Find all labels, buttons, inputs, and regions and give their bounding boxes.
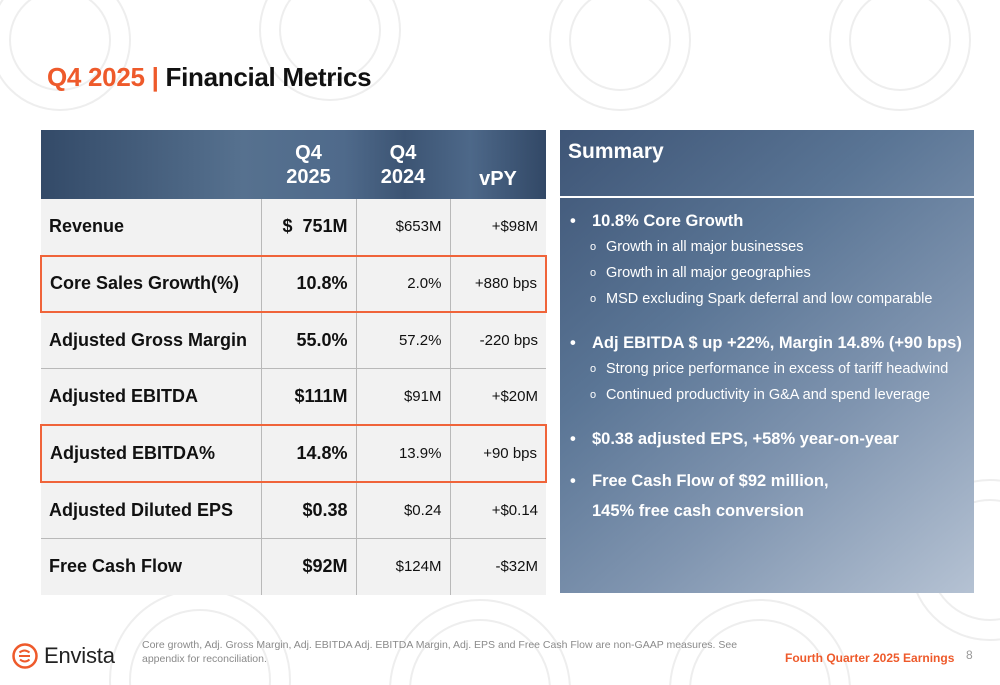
cell-vpy: +$98M: [450, 199, 546, 256]
cell-q4-2024: 57.2%: [356, 312, 451, 369]
summary-bullet: • Free Cash Flow of $92 million, 145% fr…: [568, 466, 968, 526]
cell-q4-2025: $111M: [261, 368, 357, 426]
table-row-adjusted-gross-margin: Adjusted Gross Margin 55.0% 57.2% -220 b…: [41, 312, 546, 369]
summary-divider: [560, 196, 974, 198]
bullet-icon: •: [570, 430, 576, 448]
cell-q4-2024: $0.24: [356, 481, 451, 539]
row-label: Free Cash Flow: [41, 538, 262, 595]
summary-bullet: • 10.8% Core Growth: [568, 208, 968, 234]
summary-sub-bullet: o Growth in all major businesses: [568, 234, 968, 260]
header-q4-2025-line1: Q4: [295, 141, 322, 164]
row-label: Adjusted Gross Margin: [41, 312, 262, 369]
sub-bullet-icon: o: [590, 389, 597, 401]
cell-q4-2025: 14.8%: [261, 424, 357, 483]
title-main: Financial Metrics: [165, 62, 372, 92]
table-row-adjusted-ebitda-pct: Adjusted EBITDA% 14.8% 13.9% +90 bps: [40, 424, 547, 483]
header-q4-2024-line2: 2024: [380, 165, 426, 188]
cell-q4-2024: 2.0%: [356, 254, 451, 313]
table-row-adjusted-diluted-eps: Adjusted Diluted EPS $0.38 $0.24 +$0.14: [41, 481, 546, 539]
bullet-icon: •: [570, 472, 576, 490]
cell-q4-2025: 10.8%: [261, 254, 357, 313]
cell-q4-2025: $0.38: [261, 481, 357, 539]
header-vpy: vPY: [479, 168, 517, 190]
sub-bullet-icon: o: [590, 363, 597, 375]
cell-vpy: +$0.14: [450, 481, 546, 539]
cell-vpy: +880 bps: [450, 254, 547, 313]
header-q4-2025: Q4 2025: [261, 130, 356, 199]
table-row-revenue: Revenue $ 751M $653M +$98M: [41, 199, 546, 256]
summary-bullet: • Adj EBITDA $ up +22%, Margin 14.8% (+9…: [568, 330, 968, 356]
cell-q4-2024: $653M: [356, 199, 451, 256]
summary-body: • 10.8% Core Growth o Growth in all majo…: [568, 208, 968, 526]
bullet-text: 10.8% Core Growth: [592, 212, 744, 230]
row-label: Adjusted EBITDA%: [40, 424, 262, 483]
sub-bullet-text: Continued productivity in G&A and spend …: [606, 387, 931, 403]
cell-q4-2024: $91M: [356, 368, 451, 426]
row-label: Adjusted EBITDA: [41, 368, 262, 426]
bullet-text-line1: Free Cash Flow of $92 million,: [592, 472, 829, 490]
footnote: Core growth, Adj. Gross Margin, Adj. EBI…: [142, 639, 738, 665]
envista-logo-icon: [12, 643, 38, 669]
sub-bullet-icon: o: [590, 241, 597, 253]
cell-q4-2025: $ 751M: [261, 199, 357, 256]
cell-vpy: -220 bps: [450, 312, 546, 369]
sub-bullet-text: Growth in all major businesses: [606, 239, 804, 255]
cell-q4-2024: $124M: [356, 538, 451, 595]
summary-sub-bullet: o Strong price performance in excess of …: [568, 356, 968, 382]
cell-q4-2024: 13.9%: [356, 424, 451, 483]
table-row-adjusted-ebitda: Adjusted EBITDA $111M $91M +$20M: [41, 368, 546, 426]
header-q4-2025-line2: 2025: [286, 165, 331, 188]
header-blank: [41, 130, 261, 199]
cell-vpy: -$32M: [495, 558, 538, 575]
cell-q4-2025: $92M: [261, 538, 357, 595]
cell-q4-2025: 55.0%: [261, 312, 357, 369]
header-q4-2024-line1: Q4: [389, 141, 417, 164]
envista-logo: Envista: [12, 643, 115, 669]
sub-bullet-icon: o: [590, 267, 597, 279]
page-title: Q4 2025 | Financial Metrics: [47, 62, 372, 93]
cell-vpy: +90 bps: [450, 424, 547, 483]
table-row-core-sales-growth: Core Sales Growth(%) 10.8% 2.0% +880 bps: [40, 254, 547, 313]
row-label: Revenue: [41, 199, 262, 256]
sub-bullet-icon: o: [590, 293, 597, 305]
sub-bullet-text: Growth in all major geographies: [606, 265, 811, 281]
bullet-icon: •: [570, 334, 576, 352]
bullet-icon: •: [570, 212, 576, 230]
header-q4-2024: Q4 2024: [356, 130, 450, 199]
financial-metrics-table: Q4 2025 Q4 2024 vPY Revenue $ 751M $653M…: [40, 130, 547, 595]
summary-sub-bullet: o Growth in all major geographies: [568, 260, 968, 286]
table-header-row: Q4 2025 Q4 2024 vPY: [41, 130, 546, 199]
logo-text: Envista: [44, 643, 115, 668]
row-label: Core Sales Growth(%): [40, 254, 262, 313]
sub-bullet-text: MSD excluding Spark deferral and low com…: [606, 291, 933, 307]
sub-bullet-text: Strong price performance in excess of ta…: [606, 361, 949, 377]
summary-sub-bullet: o Continued productivity in G&A and spen…: [568, 382, 968, 408]
summary-bullet: • $0.38 adjusted EPS, +58% year-on-year: [568, 426, 968, 452]
bullet-text-line2: 145% free cash conversion: [592, 502, 804, 520]
summary-sub-bullet: o MSD excluding Spark deferral and low c…: [568, 286, 968, 312]
summary-panel: Summary • 10.8% Core Growth o Growth in …: [560, 130, 974, 593]
summary-title: Summary: [568, 140, 664, 163]
table-row-free-cash-flow: Free Cash Flow $92M $124M -$32M: [41, 538, 546, 595]
bullet-text: Adj EBITDA $ up +22%, Margin 14.8% (+90 …: [592, 334, 962, 352]
bullet-text: $0.38 adjusted EPS, +58% year-on-year: [592, 430, 899, 448]
cell-vpy: +$20M: [450, 368, 546, 426]
title-accent: Q4 2025 |: [47, 62, 159, 92]
row-label: Adjusted Diluted EPS: [41, 481, 262, 539]
page-number: 8: [966, 648, 973, 662]
event-title: Fourth Quarter 2025 Earnings: [785, 651, 955, 665]
